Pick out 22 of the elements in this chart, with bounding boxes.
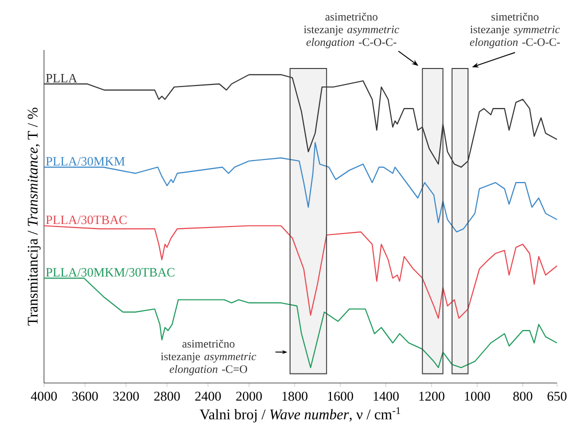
- x-tick-label: 2000: [236, 392, 262, 401]
- x-tick-label: 1200: [419, 392, 444, 401]
- x-tick-label: 1000: [464, 392, 490, 401]
- x-tick-label: 2400: [195, 392, 221, 401]
- x-tick-label: 800: [513, 392, 532, 401]
- x-tick-label: 2800: [154, 392, 180, 401]
- series-label: PLLA: [46, 74, 78, 82]
- x-tick-label: 650: [548, 392, 566, 401]
- x-tick-label: 4000: [30, 392, 57, 401]
- band-label: asimetrično istezanje asymmetric elongation -C-O-C-: [304, 12, 400, 48]
- x-tick-label: 3200: [113, 392, 139, 401]
- band-label: simetrično istezanje symmetric elongation -C-O-C-: [470, 12, 560, 48]
- x-tick-label: 1600: [328, 392, 354, 401]
- series-label: PLLA/30MKM: [46, 157, 125, 166]
- x-axis-title: Valni broj / Wave number, ν / cm$^{-1}$: [200, 407, 400, 422]
- band-label: asimetrično istezanje asymmetric elongation -C=O: [160, 340, 256, 376]
- x-tick-label: 1400: [374, 392, 399, 401]
- series-label: PLLA/30TBAC: [46, 216, 127, 224]
- x-tick-label: 3600: [72, 392, 98, 401]
- series-label: PLLA/30MKM/30TBAC: [46, 268, 174, 277]
- x-tick-label: 1800: [282, 392, 308, 401]
- y-axis-title: Transmitancija / Transmitance, T / %: [28, 108, 41, 326]
